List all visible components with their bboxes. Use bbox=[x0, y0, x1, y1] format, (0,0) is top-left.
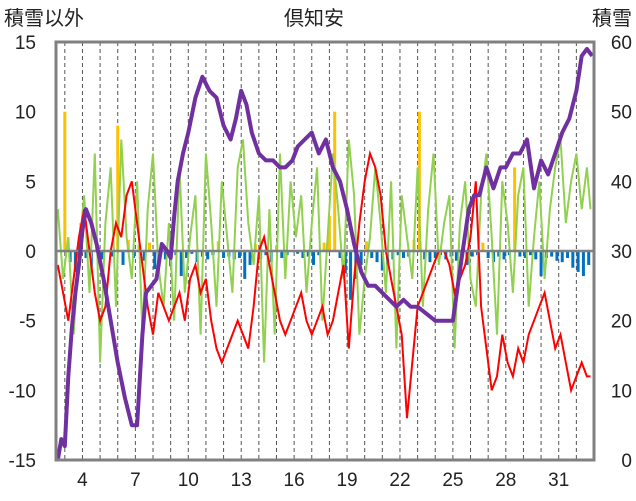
precipitation-bar bbox=[396, 251, 400, 256]
precipitation-bar bbox=[497, 251, 501, 257]
precipitation-bar bbox=[481, 242, 485, 251]
precipitation-bar bbox=[296, 251, 300, 254]
precipitation-bar bbox=[364, 241, 368, 251]
y-tick-left: 15 bbox=[15, 33, 36, 54]
precipitation-bar bbox=[486, 251, 490, 258]
precipitation-bar bbox=[237, 251, 241, 258]
x-tick: 25 bbox=[442, 470, 463, 491]
y-tick-left: 5 bbox=[25, 172, 36, 193]
precipitation-bar bbox=[190, 251, 194, 254]
precipitation-bar bbox=[222, 251, 226, 258]
precipitation-bar bbox=[433, 251, 437, 258]
precipitation-bar bbox=[185, 251, 189, 258]
y-tick-right: 60 bbox=[611, 33, 632, 54]
y-axis-left: 15 10 5 0 -5 -10 -15 bbox=[9, 33, 36, 472]
precipitation-bar bbox=[513, 167, 517, 251]
y-tick-right: 40 bbox=[611, 172, 632, 193]
x-tick: 7 bbox=[130, 470, 141, 491]
precipitation-bar bbox=[63, 111, 67, 252]
y-tick-left: -5 bbox=[19, 312, 36, 333]
plot-frame bbox=[54, 40, 596, 462]
precipitation-bar bbox=[301, 251, 305, 258]
precipitation-bar bbox=[428, 251, 432, 263]
chart-title: 倶知安 bbox=[284, 6, 344, 30]
x-tick: 19 bbox=[336, 470, 357, 491]
precipitation-bar bbox=[116, 125, 120, 251]
precipitation-bar bbox=[417, 111, 421, 252]
precipitation-bar bbox=[518, 251, 522, 257]
precipitation-bar bbox=[243, 251, 247, 279]
x-tick: 13 bbox=[231, 470, 252, 491]
x-tick: 4 bbox=[77, 470, 88, 491]
precipitation-bar bbox=[587, 251, 591, 265]
precipitation-bar bbox=[470, 251, 474, 257]
x-tick: 31 bbox=[548, 470, 569, 491]
x-tick: 22 bbox=[389, 470, 410, 491]
x-tick: 10 bbox=[178, 470, 199, 491]
precipitation-bar bbox=[121, 251, 125, 265]
x-axis: 4 7 10 13 16 19 22 25 28 31 bbox=[77, 470, 569, 491]
precipitation-bar bbox=[153, 251, 157, 270]
precipitation-bar bbox=[423, 251, 427, 260]
precipitation-bar bbox=[280, 251, 284, 258]
precipitation-bar bbox=[147, 242, 151, 251]
y-tick-left: 0 bbox=[25, 242, 36, 263]
precipitation-bar bbox=[528, 251, 532, 256]
precipitation-bar bbox=[539, 251, 543, 277]
precipitation-bar bbox=[343, 251, 347, 274]
precipitation-bar bbox=[359, 251, 363, 265]
wind-line bbox=[56, 139, 592, 363]
y-tick-right: 10 bbox=[611, 381, 632, 402]
precipitation-bar bbox=[566, 251, 570, 258]
y-axis-right: 60 50 40 30 20 10 0 bbox=[611, 33, 632, 472]
y-axis-right-label: 積雪 bbox=[592, 6, 632, 30]
precipitation-bar bbox=[550, 251, 554, 257]
precipitation-bar bbox=[179, 251, 183, 277]
x-tick: 28 bbox=[495, 470, 516, 491]
precipitation-bar bbox=[502, 251, 506, 260]
precipitation-bar bbox=[322, 242, 326, 251]
precipitation-bar bbox=[349, 251, 353, 300]
precipitation-bar bbox=[534, 251, 538, 260]
precipitation-bar bbox=[206, 251, 210, 260]
precipitation-bar bbox=[375, 251, 379, 263]
precipitation-bar bbox=[312, 251, 316, 265]
precipitation-bar bbox=[576, 251, 580, 272]
y-tick-right: 50 bbox=[611, 103, 632, 124]
precipitation-bar bbox=[338, 251, 342, 258]
precipitation-bar bbox=[454, 251, 458, 261]
precipitation-bar bbox=[84, 251, 88, 258]
precipitation-bar bbox=[248, 251, 252, 265]
precipitation-bar bbox=[560, 251, 564, 263]
x-tick: 16 bbox=[284, 470, 305, 491]
precipitation-bar bbox=[370, 251, 374, 258]
precipitation-bar bbox=[306, 251, 310, 257]
precipitation-bar bbox=[163, 251, 167, 260]
precipitation-bar bbox=[401, 251, 405, 258]
precipitation-bar bbox=[555, 251, 559, 261]
y-tick-left: -10 bbox=[9, 381, 36, 402]
y-tick-right: 30 bbox=[611, 242, 632, 263]
precipitation-bar bbox=[142, 251, 146, 261]
precipitation-bar bbox=[571, 251, 575, 268]
y-tick-right: 20 bbox=[611, 312, 632, 333]
y-tick-left: 10 bbox=[15, 103, 36, 124]
precipitation-bar bbox=[581, 251, 585, 277]
precipitation-bar bbox=[100, 251, 104, 260]
precipitation-bar bbox=[380, 251, 384, 271]
y-tick-left: -15 bbox=[9, 451, 36, 472]
precipitation-bar bbox=[327, 216, 331, 251]
y-axis-left-label: 積雪以外 bbox=[4, 6, 84, 30]
precipitation-bar bbox=[523, 251, 527, 258]
precipitation-bar bbox=[110, 251, 114, 257]
y-tick-right: 0 bbox=[621, 451, 632, 472]
precipitation-bar bbox=[264, 251, 268, 256]
snow-depth-line bbox=[55, 47, 594, 461]
precipitation-bar bbox=[317, 251, 321, 256]
